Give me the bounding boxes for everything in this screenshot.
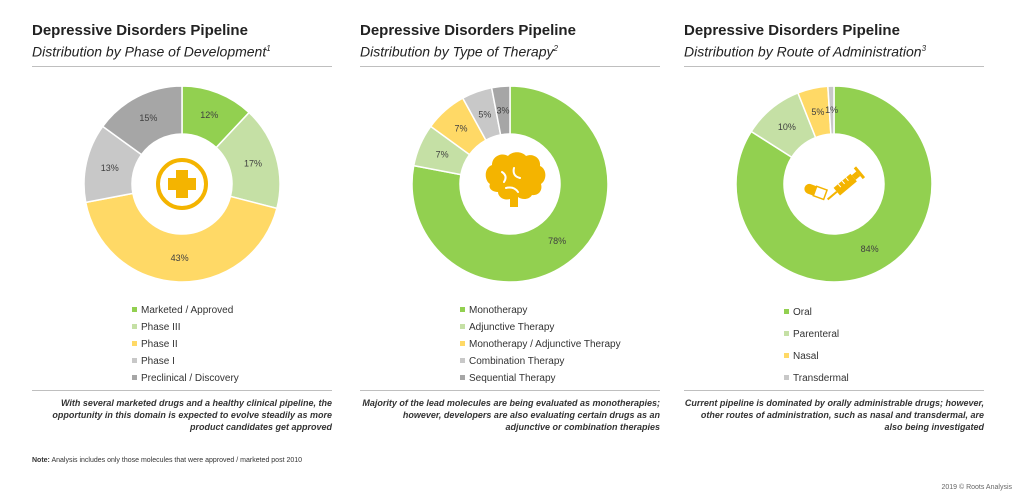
slice-phase-ii — [84, 192, 278, 283]
legend-swatch — [460, 323, 465, 329]
chart-caption: Current pipeline is dominated by orally … — [684, 398, 984, 432]
legend-label: Oral — [793, 307, 812, 318]
donut-chart: 78% 7% 7% 5% 3% — [411, 85, 609, 283]
legend-item: Adjunctive Therapy — [460, 319, 621, 336]
legend-swatch — [132, 357, 137, 363]
chart-subtitle: Distribution by Route of Administration3 — [684, 43, 927, 60]
slice-sequential-therapy — [490, 85, 511, 136]
donut-chart: 12% 17% 43% 13% 15% — [83, 85, 281, 283]
divider — [360, 66, 660, 67]
legend-label: Monotherapy / Adjunctive Therapy — [469, 339, 621, 350]
legend-item: Marketed / Approved — [132, 302, 239, 319]
legend-label: Phase III — [141, 322, 181, 333]
legend-item: Sequential Therapy — [460, 370, 621, 387]
slice-preclinical-discovery — [101, 85, 183, 156]
footnote-mark: 2 — [553, 44, 558, 53]
divider — [684, 390, 984, 391]
legend-label: Sequential Therapy — [469, 373, 556, 384]
footnote-mark: 1 — [266, 44, 271, 53]
panel-phase-of-development: Depressive Disorders Pipeline Distributi… — [32, 22, 332, 442]
data-label: 84% — [861, 244, 879, 254]
note-text: Analysis includes only those molecules t… — [49, 457, 303, 464]
panel-type-of-therapy: Depressive Disorders Pipeline Distributi… — [360, 22, 660, 442]
data-label: 5% — [478, 109, 491, 119]
legend-label: Marketed / Approved — [141, 305, 234, 316]
data-label: 43% — [171, 253, 189, 263]
legend: Monotherapy Adjunctive Therapy Monotherapy… — [460, 302, 621, 387]
legend-swatch — [132, 340, 137, 346]
note-label: Note: — [32, 457, 50, 464]
divider — [32, 390, 332, 391]
footnote-mark: 3 — [921, 44, 927, 53]
pill-syringe-icon — [804, 166, 866, 201]
legend-label: Nasal — [793, 351, 819, 362]
legend-item: Transdermal — [784, 368, 849, 390]
legend-item: Monotherapy / Adjunctive Therapy — [460, 336, 621, 353]
legend-item: Monotherapy — [460, 302, 621, 319]
data-label: 7% — [436, 150, 449, 160]
data-label: 12% — [200, 110, 218, 120]
data-label: 1% — [825, 105, 838, 115]
chart-subtitle: Distribution by Type of Therapy2 — [360, 43, 558, 60]
legend-label: Combination Therapy — [469, 356, 565, 367]
legend-swatch — [460, 340, 465, 346]
legend-item: Phase II — [132, 336, 239, 353]
chart-title: Depressive Disorders Pipeline — [32, 22, 248, 39]
data-label: 7% — [455, 123, 468, 133]
data-label: 15% — [139, 113, 157, 123]
legend-item: Parenteral — [784, 324, 849, 346]
data-label: 10% — [778, 122, 796, 132]
legend-label: Phase I — [141, 356, 175, 367]
legend-swatch — [784, 308, 789, 314]
legend-item: Oral — [784, 302, 849, 324]
data-label: 5% — [811, 107, 824, 117]
data-label: 17% — [244, 158, 262, 168]
slice-transdermal — [827, 85, 835, 135]
data-label: 13% — [101, 163, 119, 173]
divider — [360, 390, 660, 391]
legend-swatch — [460, 306, 465, 312]
slice-oral — [735, 85, 933, 283]
chart-caption: Majority of the lead molecules are being… — [362, 398, 660, 432]
legend-label: Transdermal — [793, 373, 849, 384]
legend-item: Combination Therapy — [460, 353, 621, 370]
footnote: Note: Analysis includes only those molec… — [32, 457, 302, 464]
slice-monotherapy — [411, 85, 609, 283]
legend-item: Nasal — [784, 346, 849, 368]
data-label: 3% — [497, 105, 510, 115]
divider — [32, 66, 332, 67]
legend: Marketed / Approved Phase III Phase II Phas… — [132, 302, 239, 387]
legend-label: Parenteral — [793, 329, 840, 340]
legend-item: Phase III — [132, 319, 239, 336]
panel-route-of-administration: Depressive Disorders Pipeline Distributi… — [684, 22, 984, 442]
copyright: 2019 © Roots Analysis — [941, 484, 1012, 491]
data-label: 78% — [548, 236, 566, 246]
brain-icon — [485, 152, 546, 207]
legend-swatch — [132, 374, 137, 380]
chart-title: Depressive Disorders Pipeline — [360, 22, 576, 39]
legend-label: Phase II — [141, 339, 178, 350]
chart-subtitle: Distribution by Phase of Development1 — [32, 43, 271, 60]
legend-label: Monotherapy — [469, 305, 528, 316]
legend-swatch — [784, 330, 789, 336]
legend-swatch — [460, 357, 465, 363]
legend-label: Adjunctive Therapy — [469, 322, 555, 333]
legend-swatch — [784, 374, 789, 380]
legend-label: Preclinical / Discovery — [141, 373, 239, 384]
legend-swatch — [132, 323, 137, 329]
chart-title: Depressive Disorders Pipeline — [684, 22, 900, 39]
legend-item: Phase I — [132, 353, 239, 370]
chart-caption: With several marketed drugs and a health… — [52, 398, 332, 432]
divider — [684, 66, 984, 67]
legend-swatch — [784, 352, 789, 358]
legend: Oral Parenteral Nasal Transdermal — [784, 302, 849, 390]
legend-item: Preclinical / Discovery — [132, 370, 239, 387]
legend-swatch — [460, 374, 465, 380]
donut-chart: 84% 10% 5% 1% — [735, 85, 933, 283]
medical-cross-icon — [156, 158, 208, 210]
legend-swatch — [132, 306, 137, 312]
